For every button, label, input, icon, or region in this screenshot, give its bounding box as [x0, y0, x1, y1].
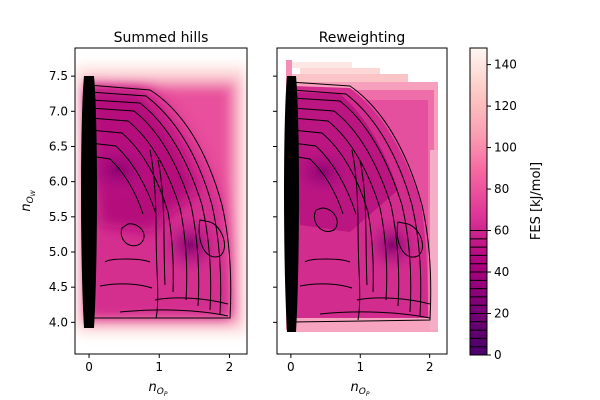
x-axis-label: nOP — [351, 380, 370, 398]
colorbar-tick-label: 60 — [494, 224, 509, 238]
x-axis-label-sub: O — [359, 387, 366, 397]
y-axis-label: nOW — [19, 189, 37, 211]
contour-lines — [87, 84, 232, 319]
y-axis-label-base: n — [19, 203, 34, 211]
panel-title: Reweighting — [319, 30, 406, 46]
colorbar-tick-label: 40 — [494, 265, 509, 279]
colorbar-ticks: 0 20 40 60 80 100 120 140 — [487, 58, 517, 362]
x-tick-label: 1 — [356, 360, 364, 374]
colorbar-tick-label: 80 — [494, 182, 509, 196]
panel-reweighting: Reweighting — [273, 30, 448, 398]
colorbar-tick-label: 20 — [494, 307, 509, 321]
panel-summed-hills: Summed hills — [19, 30, 248, 398]
svg-text:nOP: nOP — [351, 380, 370, 398]
axes-frame — [74, 47, 248, 355]
y-tick-label: 5.0 — [49, 245, 68, 259]
axis-ticks: 0 1 2 4.0 4.5 5.0 5.5 6.0 6.5 7.0 7.5 — [49, 69, 233, 374]
x-axis-label: nOP — [149, 380, 168, 398]
svg-text:nOW: nOW — [19, 189, 37, 211]
heatmap-area — [277, 48, 447, 354]
panel-title: Summed hills — [114, 30, 209, 46]
y-tick-label: 6.5 — [49, 139, 68, 153]
colorbar-label: FES [kJ/mol] — [529, 162, 544, 240]
contour-band-x0 — [81, 76, 97, 328]
contour-lines — [289, 81, 432, 323]
y-tick-label: 7.5 — [49, 69, 68, 83]
heatmap-area — [75, 48, 247, 354]
colorbar-tick-label: 0 — [494, 348, 502, 362]
y-tick-label: 5.5 — [49, 210, 68, 224]
x-axis-label-base: n — [149, 380, 157, 395]
y-tick-label: 6.0 — [49, 175, 68, 189]
colorbar-tick-label: 140 — [494, 58, 517, 72]
y-axis-label-sub: O — [26, 196, 36, 203]
colorbar-frame — [469, 47, 488, 356]
x-tick-label: 0 — [85, 360, 93, 374]
y-axis-label-subsub: W — [30, 189, 37, 196]
x-tick-label: 0 — [287, 360, 295, 374]
colorbar-tick-label: 100 — [494, 141, 517, 155]
contour-band-x0 — [284, 76, 299, 332]
colorbar-gradient — [470, 48, 487, 355]
svg-text:nOP: nOP — [149, 380, 168, 398]
x-tick-label: 2 — [226, 360, 234, 374]
x-tick-label: 2 — [426, 360, 434, 374]
y-tick-label: 4.5 — [49, 280, 68, 294]
colorbar: 0 20 40 60 80 100 120 140 FES [kJ/mol] — [469, 47, 544, 362]
axes-frame — [276, 47, 448, 355]
x-tick-label: 1 — [155, 360, 163, 374]
x-axis-label-subsub: P — [164, 391, 168, 398]
y-tick-label: 7.0 — [49, 104, 68, 118]
x-axis-label-subsub: P — [366, 391, 370, 398]
y-tick-label: 4.0 — [49, 315, 68, 329]
x-axis-label-base: n — [351, 380, 359, 395]
x-axis-label-sub: O — [157, 387, 164, 397]
colorbar-tick-label: 120 — [494, 99, 517, 113]
axis-ticks: 0 1 2 — [273, 75, 434, 374]
